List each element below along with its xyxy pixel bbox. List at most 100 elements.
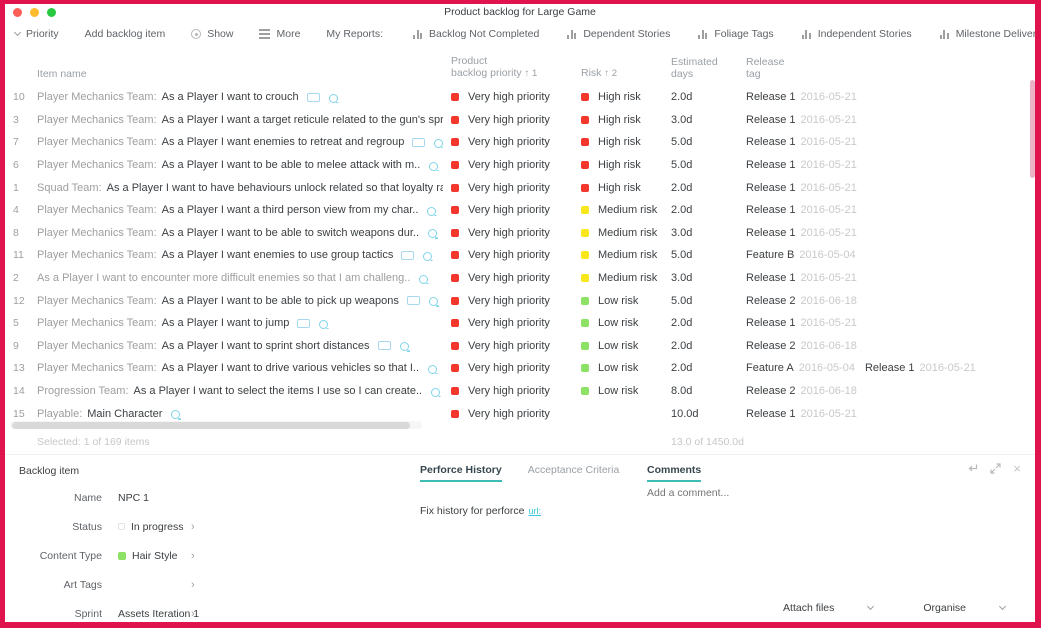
chat-icon[interactable]	[428, 229, 439, 239]
risk-cell[interactable]: Medium risk	[573, 204, 663, 216]
report-button-independent-stories[interactable]: Independent Stories	[801, 28, 912, 40]
risk-cell[interactable]: High risk	[573, 182, 663, 194]
chat-icon[interactable]	[399, 342, 410, 352]
priority-cell[interactable]: Very high priority	[443, 204, 573, 216]
zoom-window-button[interactable]	[47, 8, 56, 17]
chat-icon[interactable]	[423, 251, 434, 262]
report-button-foliage-tags[interactable]: Foliage Tags	[698, 28, 774, 40]
close-window-button[interactable]	[13, 8, 22, 17]
field-status[interactable]: Status In progress ›	[5, 512, 365, 541]
risk-cell[interactable]: Low risk	[573, 295, 663, 307]
report-button-milestone-deliverables[interactable]: Milestone Deliverables	[939, 28, 1035, 40]
table-row[interactable]: 2 As a Player I want to encounter more di…	[5, 267, 1035, 290]
table-row[interactable]: 11 Player Mechanics Team: As a Player I wa…	[5, 244, 1035, 267]
priority-cell[interactable]: Very high priority	[443, 385, 573, 397]
chat-icon[interactable]	[328, 93, 339, 104]
field-content-type[interactable]: Content Type Hair Style ›	[5, 541, 365, 570]
table-row[interactable]: 3 Player Mechanics Team: As a Player I wan…	[5, 109, 1035, 132]
organise-dropdown[interactable]: Organise	[923, 602, 1007, 614]
priority-cell[interactable]: Very high priority	[443, 114, 573, 126]
chat-icon[interactable]	[428, 297, 439, 307]
undock-icon[interactable]	[967, 463, 978, 474]
chat-icon[interactable]	[319, 319, 330, 330]
risk-cell[interactable]: Low risk	[573, 362, 663, 374]
priority-cell[interactable]: Very high priority	[443, 340, 573, 352]
chevron-right-icon[interactable]: ›	[191, 520, 195, 533]
column-header-risk[interactable]: Risk ↑ 2	[581, 67, 618, 79]
table-row[interactable]: 13 Player Mechanics Team: As a Player I wa…	[5, 357, 1035, 380]
column-header-estimated-days[interactable]: Estimated days	[671, 56, 718, 80]
risk-cell[interactable]: High risk	[573, 159, 663, 171]
table-row[interactable]: 4 Player Mechanics Team: As a Player I wan…	[5, 199, 1035, 222]
priority-cell[interactable]: Very high priority	[443, 317, 573, 329]
risk-cell[interactable]: Medium risk	[573, 249, 663, 261]
column-header-item-name[interactable]: Item name	[37, 68, 87, 80]
perforce-link[interactable]: url:	[528, 506, 541, 516]
note-icon[interactable]	[306, 92, 320, 102]
attach-files-dropdown[interactable]: Attach files	[783, 602, 875, 614]
priority-cell[interactable]: Very high priority	[443, 295, 573, 307]
note-icon[interactable]	[412, 137, 426, 147]
horizontal-scrollbar[interactable]	[10, 421, 422, 429]
field-sprint[interactable]: Sprint Assets Iteration 1 ›	[5, 599, 365, 622]
chevron-right-icon[interactable]: ›	[191, 607, 195, 620]
chat-icon[interactable]	[431, 387, 442, 398]
priority-cell[interactable]: Very high priority	[443, 159, 573, 171]
tab-comments[interactable]: Comments	[647, 464, 702, 482]
priority-cell[interactable]: Very high priority	[443, 136, 573, 148]
table-row[interactable]: 12 Player Mechanics Team: As a Player I wa…	[5, 289, 1035, 312]
tab-acceptance-criteria[interactable]: Acceptance Criteria	[527, 464, 620, 476]
field-name[interactable]: Name NPC 1	[5, 483, 365, 512]
chevron-right-icon[interactable]: ›	[191, 578, 195, 591]
risk-cell[interactable]: Low risk	[573, 317, 663, 329]
add-comment-input[interactable]: Add a comment...	[647, 487, 730, 499]
table-row[interactable]: 7 Player Mechanics Team: As a Player I wan…	[5, 131, 1035, 154]
expand-icon[interactable]	[990, 463, 1002, 474]
priority-cell[interactable]: Very high priority	[443, 182, 573, 194]
priority-dropdown[interactable]: Priority	[13, 28, 59, 40]
column-header-priority[interactable]: Product backlog priority ↑ 1	[451, 55, 538, 79]
report-button-backlog-not-completed[interactable]: Backlog Not Completed	[413, 28, 539, 40]
risk-cell[interactable]: Low risk	[573, 340, 663, 352]
table-row[interactable]: 8 Player Mechanics Team: As a Player I wan…	[5, 222, 1035, 245]
note-icon[interactable]	[377, 341, 391, 351]
chat-icon[interactable]	[428, 364, 439, 375]
report-button-dependent-stories[interactable]: Dependent Stories	[567, 28, 670, 40]
risk-cell[interactable]: Low risk	[573, 385, 663, 397]
table-row[interactable]: 6 Player Mechanics Team: As a Player I wan…	[5, 154, 1035, 177]
table-row[interactable]: 15 Playable: Main Character Very high prior…	[5, 402, 1035, 425]
chat-icon[interactable]	[171, 410, 182, 420]
chat-icon[interactable]	[429, 161, 440, 172]
table-vertical-scrollbar-thumb[interactable]	[1030, 80, 1035, 178]
show-button[interactable]: Show	[191, 28, 233, 40]
horizontal-scrollbar-thumb[interactable]	[12, 421, 410, 429]
tab-perforce-history[interactable]: Perforce History	[420, 464, 502, 482]
note-icon[interactable]	[406, 296, 420, 306]
priority-cell[interactable]: Very high priority	[443, 362, 573, 374]
priority-cell[interactable]: Very high priority	[443, 272, 573, 284]
column-header-release-tag[interactable]: Release tag	[746, 56, 785, 80]
field-art-tags[interactable]: Art Tags ›	[5, 570, 365, 599]
close-icon[interactable]: ×	[1013, 460, 1021, 476]
priority-cell[interactable]: Very high priority	[443, 249, 573, 261]
priority-cell[interactable]: Very high priority	[443, 227, 573, 239]
table-row[interactable]: 5 Player Mechanics Team: As a Player I wan…	[5, 312, 1035, 335]
risk-cell[interactable]: High risk	[573, 114, 663, 126]
chevron-right-icon[interactable]: ›	[191, 549, 195, 562]
priority-cell[interactable]: Very high priority	[443, 408, 573, 420]
chat-icon[interactable]	[434, 138, 443, 149]
table-row[interactable]: 9 Player Mechanics Team: As a Player I wan…	[5, 335, 1035, 358]
table-row[interactable]: 1 Squad Team: As a Player I want to have b…	[5, 176, 1035, 199]
table-row[interactable]: 10 Player Mechanics Team: As a Player I wa…	[5, 86, 1035, 109]
note-icon[interactable]	[401, 250, 415, 260]
risk-cell[interactable]: Medium risk	[573, 227, 663, 239]
priority-cell[interactable]: Very high priority	[443, 91, 573, 103]
minimize-window-button[interactable]	[30, 8, 39, 17]
chat-icon[interactable]	[419, 274, 430, 285]
risk-cell[interactable]: High risk	[573, 91, 663, 103]
risk-cell[interactable]: Medium risk	[573, 272, 663, 284]
more-button[interactable]: More	[259, 28, 300, 40]
add-backlog-item-button[interactable]: Add backlog item	[85, 28, 166, 40]
note-icon[interactable]	[297, 318, 311, 328]
chat-icon[interactable]	[427, 206, 438, 217]
